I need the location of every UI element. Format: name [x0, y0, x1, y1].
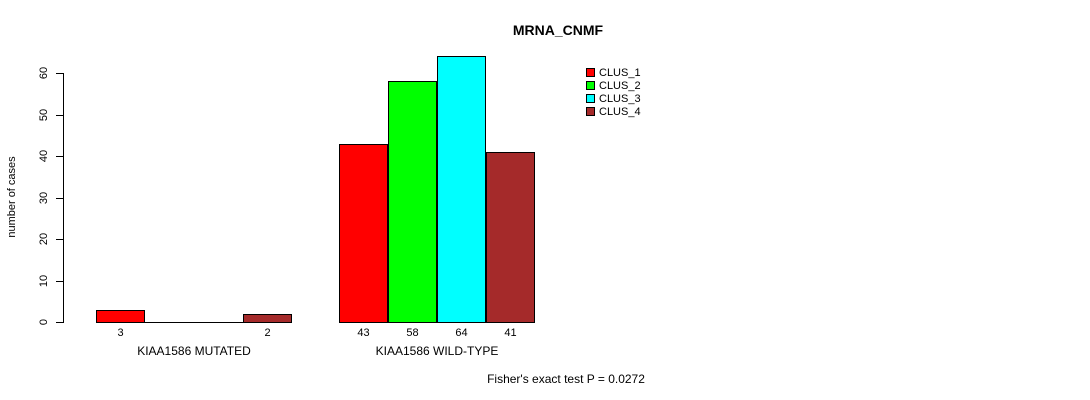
- y-tick-mark: [56, 73, 63, 74]
- x-axis-baseline: [96, 322, 292, 323]
- bar-value-label: 64: [455, 327, 468, 339]
- legend-item: CLUS_4: [586, 105, 641, 118]
- y-tick-mark: [56, 114, 63, 116]
- y-axis-line: [63, 73, 64, 323]
- y-tick-mark: [56, 239, 63, 240]
- y-tick-mark: [56, 156, 63, 157]
- legend-swatch: [586, 68, 595, 77]
- annotation-text: Fisher's exact test P = 0.0272: [487, 372, 645, 386]
- bar-clus_1: [96, 310, 145, 323]
- y-tick-label: 20: [38, 232, 50, 246]
- legend-label: CLUS_2: [599, 79, 641, 92]
- y-tick-label: 10: [38, 274, 50, 287]
- legend-swatch: [586, 81, 595, 90]
- bar-value-label: 58: [406, 327, 419, 339]
- bar-clus_1: [339, 144, 388, 323]
- bar-clus_3: [437, 56, 486, 323]
- legend-item: CLUS_1: [586, 66, 641, 79]
- bar-clus_4: [243, 314, 292, 323]
- bar-value-label: 41: [504, 327, 517, 339]
- legend-label: CLUS_4: [599, 105, 641, 118]
- legend-label: CLUS_3: [599, 92, 641, 105]
- legend-swatch: [586, 107, 595, 116]
- y-tick-label: 50: [38, 108, 50, 121]
- y-tick-label: 40: [38, 149, 50, 163]
- y-tick-label: 0: [38, 318, 50, 326]
- legend: CLUS_1 CLUS_2 CLUS_3 CLUS_4: [586, 66, 641, 118]
- bar-clus_4: [486, 152, 535, 323]
- x-group-label: KIAA1586 WILD-TYPE: [375, 344, 499, 358]
- chart-title: MRNA_CNMF: [512, 22, 604, 38]
- bar-clus_2: [388, 81, 437, 323]
- y-tick-label: 60: [38, 66, 50, 80]
- y-tick-mark: [56, 280, 63, 282]
- y-tick-mark: [56, 322, 63, 323]
- legend-item: CLUS_3: [586, 92, 641, 105]
- bar-value-label: 3: [117, 327, 124, 339]
- legend-swatch: [586, 94, 595, 103]
- y-axis-label: number of cases: [6, 156, 18, 238]
- bar-value-label: 43: [357, 327, 370, 339]
- bar-value-label: 2: [264, 327, 271, 339]
- y-tick-label: 30: [38, 191, 50, 204]
- x-group-label: KIAA1586 MUTATED: [137, 344, 251, 358]
- legend-item: CLUS_2: [586, 79, 641, 92]
- y-tick-mark: [56, 197, 63, 199]
- legend-label: CLUS_1: [599, 66, 641, 79]
